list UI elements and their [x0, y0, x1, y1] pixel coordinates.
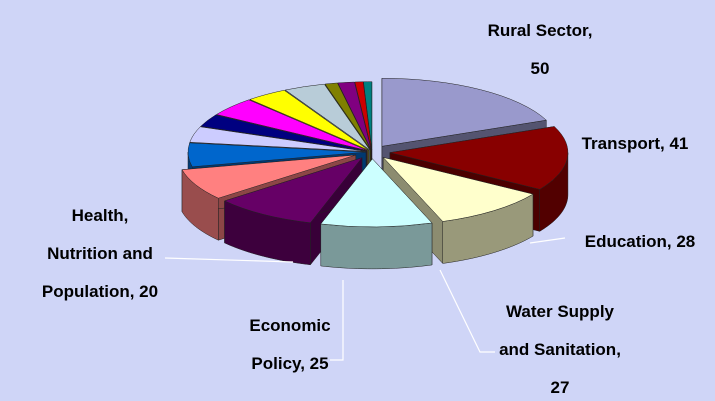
slice-top — [215, 99, 368, 151]
slice-top — [189, 126, 367, 152]
data-label-line: Policy, 25 — [251, 354, 328, 373]
data-label-line: Economic — [249, 316, 330, 335]
data-label-line: Transport, 41 — [582, 134, 689, 153]
data-label-line: and Sanitation, — [499, 340, 621, 359]
data-label: Rural Sector, 50 — [488, 21, 593, 78]
slice-top: Water Supply and Sanitation — [320, 158, 433, 228]
data-label: Water Supply and Sanitation, 27 — [499, 302, 621, 397]
data-label: Health, Nutrition and Population, 20 — [42, 206, 158, 301]
slice: Education — [382, 156, 534, 265]
data-label-line: Population, 20 — [42, 282, 158, 301]
data-label: Transport, 41 — [582, 134, 689, 153]
data-label-line: 27 — [551, 378, 570, 397]
slice-top: Transport — [389, 126, 569, 190]
slice-top — [363, 81, 373, 150]
slice-side — [320, 222, 433, 270]
slice-top — [284, 83, 370, 151]
data-label: Economic Policy, 25 — [249, 316, 330, 373]
leader-line — [529, 237, 566, 244]
leader-line — [439, 269, 495, 353]
slice-top: Rural Sector — [381, 78, 547, 147]
slice-top — [337, 81, 372, 150]
slice: Water Supply and Sanitation — [320, 158, 433, 270]
slice-top: Health, Nutrition and Population — [181, 154, 356, 199]
slice-top — [249, 89, 369, 151]
slice-top — [324, 82, 371, 150]
data-label-line: Rural Sector, — [488, 21, 593, 40]
slice-top — [354, 81, 372, 150]
data-label-line: 50 — [531, 59, 550, 78]
data-label-line: Water Supply — [506, 302, 615, 321]
pie: Rural SectorTransport Health, Nutrition a… — [181, 78, 569, 270]
data-label: Education, 28 — [585, 232, 696, 251]
data-label-line: Health, — [72, 206, 129, 225]
slice-top: Economic Policy — [223, 157, 363, 224]
labels: Rural Sector, 50 Transport, 41 Education, 2… — [42, 21, 695, 397]
slice-top — [200, 114, 367, 152]
data-label-line: Education, 28 — [585, 232, 696, 251]
leader-line — [164, 257, 294, 263]
slice-top — [187, 142, 367, 168]
leader-line — [330, 280, 344, 361]
slice-top: Education — [382, 156, 534, 222]
data-label-line: Nutrition and — [47, 244, 153, 263]
